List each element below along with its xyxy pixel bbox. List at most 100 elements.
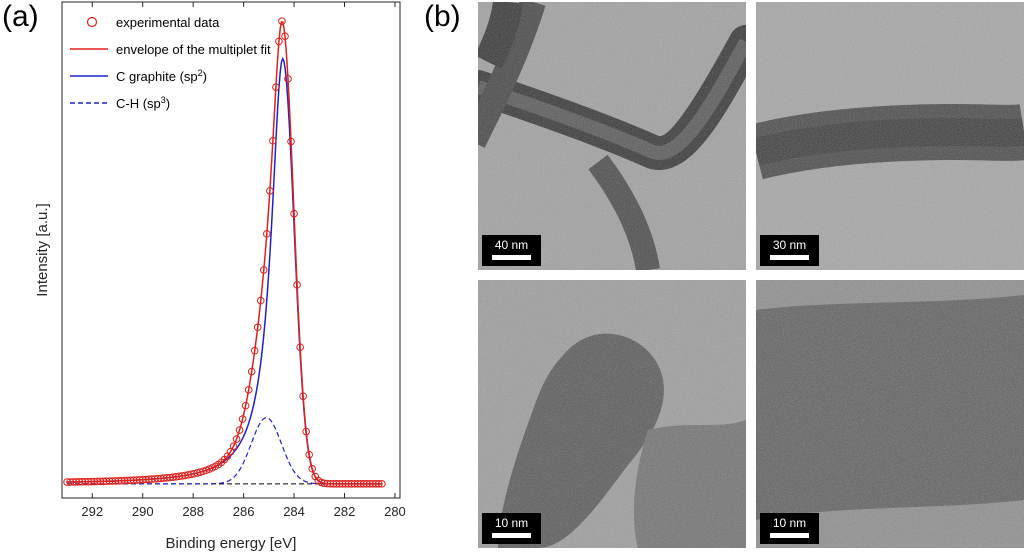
experimental-point <box>114 477 123 485</box>
panel-b-label: (b) <box>424 0 461 33</box>
experimental-point <box>308 464 317 473</box>
experimental-point <box>235 426 244 434</box>
experimental-point <box>287 137 295 146</box>
experimental-point <box>78 478 86 486</box>
scale-bar-line <box>770 255 809 260</box>
series-experimental <box>63 17 386 488</box>
experimental-point <box>259 266 268 274</box>
experimental-point <box>63 478 71 486</box>
experimental-point <box>238 415 247 423</box>
legend-marker <box>86 16 98 28</box>
experimental-point <box>96 477 105 486</box>
scale-bar-label: 40 nm <box>494 238 529 252</box>
legend: experimental data envelope of the multipl… <box>70 15 271 111</box>
experimental-point <box>335 480 344 488</box>
scale-bar-label: 10 nm <box>772 516 807 530</box>
experimental-point <box>329 480 338 488</box>
experimental-point <box>138 475 147 484</box>
experimental-point <box>293 281 301 289</box>
experimental-point <box>266 187 274 195</box>
experimental-point <box>154 474 162 483</box>
experimental-point <box>368 480 377 488</box>
x-tick-label: 292 <box>81 504 103 519</box>
experimental-point <box>353 480 362 488</box>
experimental-point <box>72 478 80 486</box>
experimental-point <box>253 323 262 332</box>
tem-micrograph <box>478 2 746 270</box>
experimental-point <box>99 477 108 486</box>
experimental-point <box>90 477 99 486</box>
experimental-point <box>275 37 283 46</box>
series-envelope <box>67 21 382 485</box>
scale-bar-line <box>770 533 809 538</box>
experimental-point <box>87 477 96 486</box>
y-axis-label: Intensity [a.u.] <box>34 203 51 296</box>
experimental-point <box>365 480 374 488</box>
experimental-point <box>241 401 250 410</box>
experimental-point <box>281 32 289 40</box>
experimental-point <box>290 209 298 218</box>
tem-image-4: 10 nm <box>756 280 1024 548</box>
experimental-point <box>93 477 102 486</box>
experimental-point <box>341 480 350 488</box>
experimental-point <box>378 480 386 488</box>
tem-image-3: 10 nm <box>478 280 746 548</box>
x-tick-label: 284 <box>283 504 305 519</box>
experimental-point <box>144 475 153 484</box>
xps-chart: 292 290 288 286 284 282 280 experimental datae… <box>34 1 406 552</box>
experimental-point <box>350 480 359 488</box>
legend-label: C graphite (sp2) <box>116 68 207 84</box>
experimental-point <box>302 427 310 436</box>
experimental-point <box>69 478 77 486</box>
experimental-point <box>157 474 165 483</box>
experimental-point <box>129 476 138 484</box>
experimental-point <box>135 476 144 484</box>
experimental-point <box>326 479 335 488</box>
experimental-point <box>332 480 341 488</box>
x-tick-label: 290 <box>132 504 154 519</box>
x-tick-label: 288 <box>182 504 204 519</box>
experimental-point <box>320 479 329 488</box>
x-tick-label: 280 <box>384 504 406 519</box>
panel-a-label: (a) <box>2 0 39 33</box>
experimental-point <box>126 476 135 485</box>
experimental-point <box>269 136 277 145</box>
experimental-point <box>75 478 83 486</box>
experimental-point <box>338 480 347 488</box>
experimental-point <box>347 480 356 488</box>
envelope-line <box>67 21 382 485</box>
experimental-point <box>299 392 307 401</box>
tem-micrograph <box>756 280 1024 548</box>
scale-bar-line <box>492 533 531 538</box>
experimental-point <box>141 475 150 484</box>
experimental-point <box>111 477 120 485</box>
experimental-point <box>359 480 368 488</box>
ch-sp3-line <box>67 417 382 485</box>
tem-image-2: 30 nm <box>756 2 1024 270</box>
experimental-point <box>344 480 353 488</box>
experimental-point <box>102 477 111 486</box>
experimental-point <box>278 17 286 25</box>
experimental-point <box>108 477 117 485</box>
experimental-point <box>356 480 365 488</box>
experimental-point <box>256 296 265 305</box>
x-axis-label: Binding energy [eV] <box>166 535 297 552</box>
experimental-point <box>132 476 141 484</box>
scale-bar-label: 10 nm <box>494 516 529 530</box>
experimental-point <box>272 83 280 91</box>
series-ch-sp3 <box>67 417 382 485</box>
experimental-point <box>232 435 241 443</box>
experimental-point <box>84 477 93 486</box>
experimental-point <box>362 480 371 488</box>
scale-bar: 30 nm <box>760 235 819 266</box>
experimental-point <box>296 343 304 351</box>
scale-bar: 10 nm <box>482 513 541 544</box>
experimental-point <box>375 480 383 488</box>
experimental-point <box>244 386 253 394</box>
x-axis-ticks: 292 290 288 286 284 282 280 <box>81 2 406 519</box>
experimental-point <box>229 442 238 450</box>
experimental-point <box>371 480 380 488</box>
experimental-point <box>81 477 90 486</box>
experimental-point <box>117 476 126 485</box>
legend-label: experimental data <box>116 15 220 30</box>
